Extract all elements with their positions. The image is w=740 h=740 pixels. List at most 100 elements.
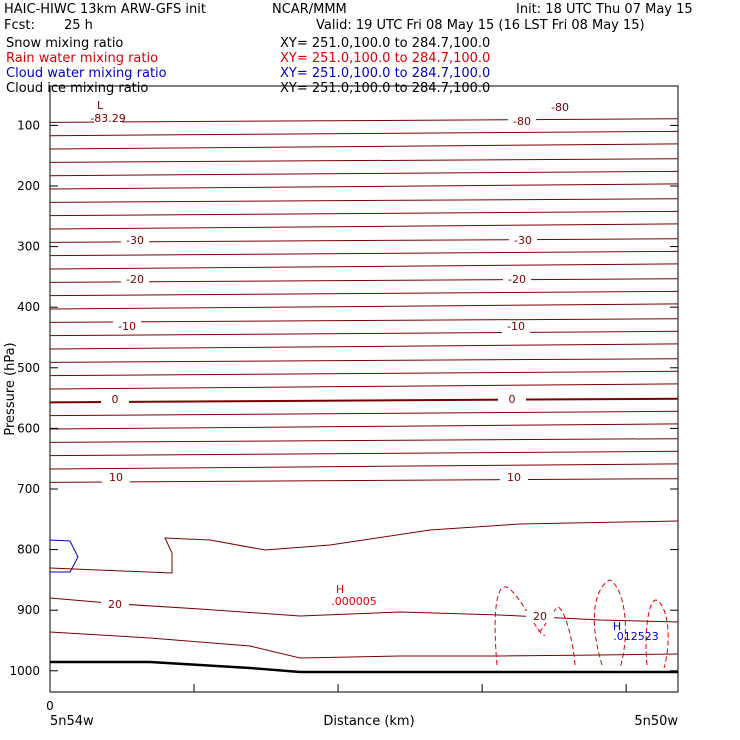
isotherm (49, 318, 679, 323)
valid-time: Valid: 19 UTC Fri 08 May 15 (16 LST Fri … (316, 18, 645, 33)
extremum-marker: H (613, 620, 621, 633)
contour-label: -30 (126, 234, 144, 247)
contour-label-bg (102, 472, 130, 484)
contour-label-bg (509, 235, 537, 247)
contour-label: -10 (118, 320, 136, 333)
isotherm (49, 438, 679, 443)
isotherm (49, 478, 679, 483)
isotherm (49, 263, 679, 270)
isotherm (49, 210, 679, 217)
extremum-marker: H (336, 583, 344, 596)
contour-label-bg (500, 472, 528, 484)
rain-water-contour (593, 579, 626, 669)
isotherm (49, 170, 679, 177)
isotherm (49, 158, 679, 163)
fcst-label: Fcst: (4, 18, 35, 33)
field-name: Cloud ice mixing ratio (6, 81, 148, 96)
isotherm (49, 631, 679, 659)
cloud-water-contour (49, 539, 79, 573)
field-xy: XY= 251.0,100.0 to 284.7,100.0 (280, 81, 490, 96)
isotherm (49, 520, 679, 574)
isotherm (49, 303, 679, 310)
contour-label-bg (498, 394, 526, 406)
left-location: 5n54w (50, 714, 94, 729)
model-title: HAIC-HIWC 13km ARW-GFS init (4, 2, 206, 17)
contour-label-bg (113, 321, 141, 333)
contour-labels: -80 -80 -83.29 -30 -30 -20 -20 -10 -10 0 0 10 10 20 20… (90, 99, 658, 643)
contour-label-bg (121, 235, 149, 247)
y-tick-label: 200 (17, 179, 40, 193)
temperature-contours (49, 118, 679, 674)
field-name: Rain water mixing ratio (6, 51, 158, 66)
field-xy: XY= 251.0,100.0 to 284.7,100.0 (280, 66, 490, 81)
contour-label-bg (94, 113, 122, 125)
contour-label: 10 (109, 471, 123, 484)
contour-label-bg (546, 102, 574, 114)
contour-label-bg (503, 274, 531, 286)
rain-water-contour (494, 586, 546, 666)
x-start-label: 0 (46, 699, 54, 713)
y-tick-label: 900 (17, 603, 40, 617)
y-tick-label: 100 (17, 118, 40, 132)
extremum-value: .012523 (613, 630, 659, 643)
contour-label-bg (101, 394, 129, 406)
isotherm (49, 238, 679, 243)
contour-label-bg (101, 599, 129, 611)
org-title: NCAR/MMM (272, 2, 347, 17)
contour-label: -80 (513, 115, 531, 128)
isotherm (49, 250, 679, 257)
extremum-value: .000005 (331, 595, 377, 608)
isotherm (49, 223, 679, 230)
contour-label: -20 (508, 273, 526, 286)
right-location: 5n50w (634, 714, 678, 729)
isotherm (50, 660, 678, 674)
y-tick-label: 500 (17, 361, 40, 375)
contour-label: -20 (126, 273, 144, 286)
isotherm (49, 397, 679, 404)
contour-label-bg (502, 321, 530, 333)
x-axis-title: Distance (km) (323, 714, 414, 729)
isotherm (49, 450, 679, 457)
isotherm (49, 330, 679, 337)
rain-water-contour (645, 599, 669, 669)
fcst-value: 25 h (64, 18, 93, 33)
isotherm (49, 290, 679, 297)
y-tick-label: 1000 (9, 664, 40, 678)
contour-label: 0 (509, 393, 516, 406)
isotherm (49, 130, 679, 137)
contour-label: 20 (533, 610, 547, 623)
isotherm (49, 278, 679, 283)
y-tick-label: 400 (17, 300, 40, 314)
field-xy: XY= 251.0,100.0 to 284.7,100.0 (280, 51, 490, 66)
isotherm (49, 183, 679, 190)
contour-label: -10 (507, 320, 525, 333)
isotherm (49, 198, 679, 203)
init-time: Init: 18 UTC Thu 07 May 15 (516, 2, 693, 17)
isotherm (49, 358, 679, 363)
contour-label: 20 (108, 598, 122, 611)
contour-label-bg (508, 116, 536, 128)
isotherm (49, 370, 679, 377)
contour-label: -30 (514, 234, 532, 247)
isotherm (49, 383, 679, 390)
y-tick-label: 600 (17, 421, 40, 435)
y-tick-label: 300 (17, 240, 40, 254)
contour-label: 0 (112, 393, 119, 406)
contour-label: -83.29 (90, 112, 125, 125)
y-tick-label: 700 (17, 482, 40, 496)
isotherm (49, 410, 679, 417)
field-legend: Snow mixing ratio XY= 251.0,100.0 to 284.… (6, 36, 490, 96)
isotherm (49, 143, 679, 150)
isotherm (49, 463, 679, 470)
isotherm (49, 423, 679, 430)
extremum-marker: L (97, 99, 104, 112)
isotherm (49, 597, 679, 623)
isotherm (49, 343, 679, 350)
contour-label: -80 (551, 101, 569, 114)
y-axis-title: Pressure (hPa) (3, 342, 18, 435)
y-tick-label: 800 (17, 543, 40, 557)
contour-label: 10 (507, 471, 521, 484)
field-name: Cloud water mixing ratio (6, 66, 167, 81)
